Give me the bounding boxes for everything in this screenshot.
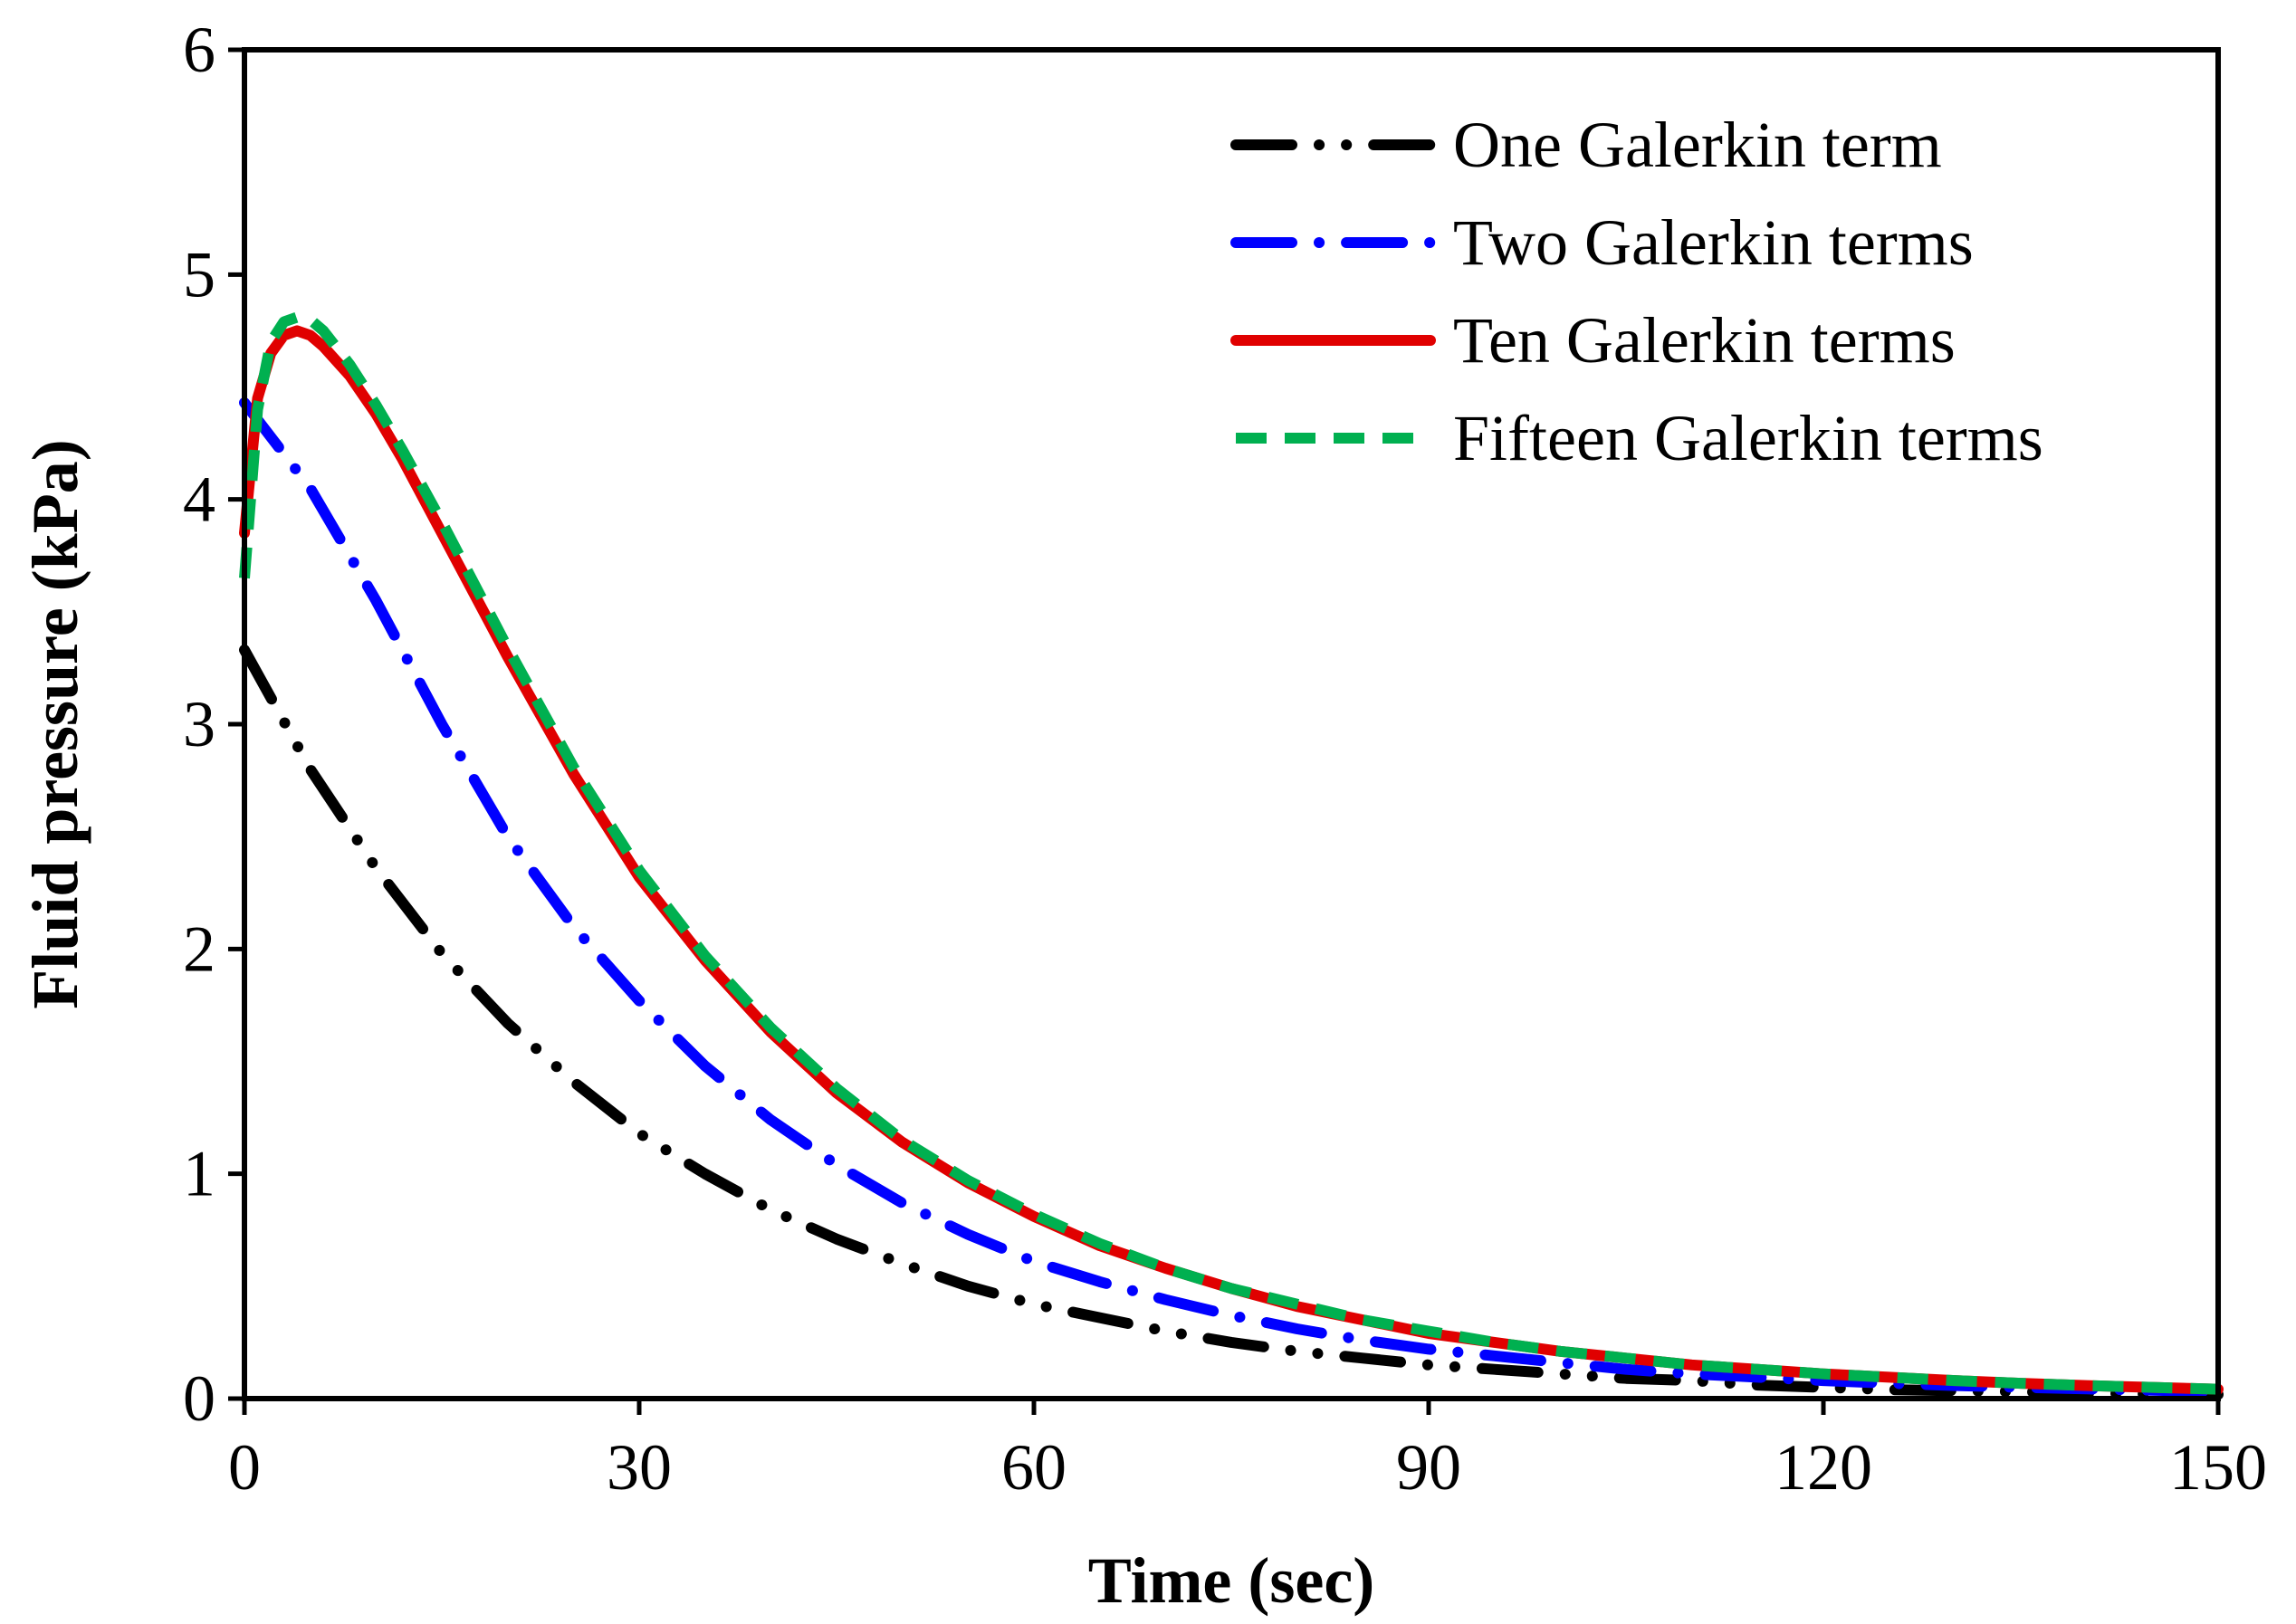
x-tick-label: 60 (1001, 1431, 1067, 1504)
legend-label-2: Two Galerkin terms (1453, 206, 1974, 279)
y-tick-label: 6 (183, 14, 215, 86)
y-tick-label: 3 (183, 688, 215, 760)
series-line-2 (239, 396, 2224, 1398)
y-tick-label: 4 (183, 463, 215, 536)
y-tick-label: 2 (183, 912, 215, 985)
axis-layer: 0 30 60 90 120 150 0 1 2 3 4 5 6 (183, 14, 2267, 1504)
legend-label-3: Ten Galerkin terms (1453, 304, 1956, 377)
y-tick-label: 0 (183, 1362, 215, 1435)
x-tick-label: 120 (1775, 1431, 1872, 1504)
x-tick-label: 0 (228, 1431, 261, 1504)
y-tick-label: 1 (183, 1138, 215, 1210)
legend: One Galerkin term Two Galerkin terms Ten G… (1230, 109, 2043, 474)
legend-label-1: One Galerkin term (1453, 109, 1942, 181)
series-line-1 (239, 645, 2224, 1400)
x-tick-label: 30 (607, 1431, 672, 1504)
y-axis-title: Fluid pressure (kPa) (19, 439, 91, 1008)
x-axis-title: Time (sec) (1088, 1544, 1375, 1617)
legend-label-4: Fifteen Galerkin terms (1453, 402, 2043, 474)
y-tick-label: 5 (183, 238, 215, 310)
series-line-4 (239, 311, 2219, 1395)
x-tick-label: 150 (2169, 1431, 2267, 1504)
x-tick-label: 90 (1396, 1431, 1461, 1504)
series-layer (239, 311, 2224, 1400)
series-line-3 (239, 325, 2224, 1395)
